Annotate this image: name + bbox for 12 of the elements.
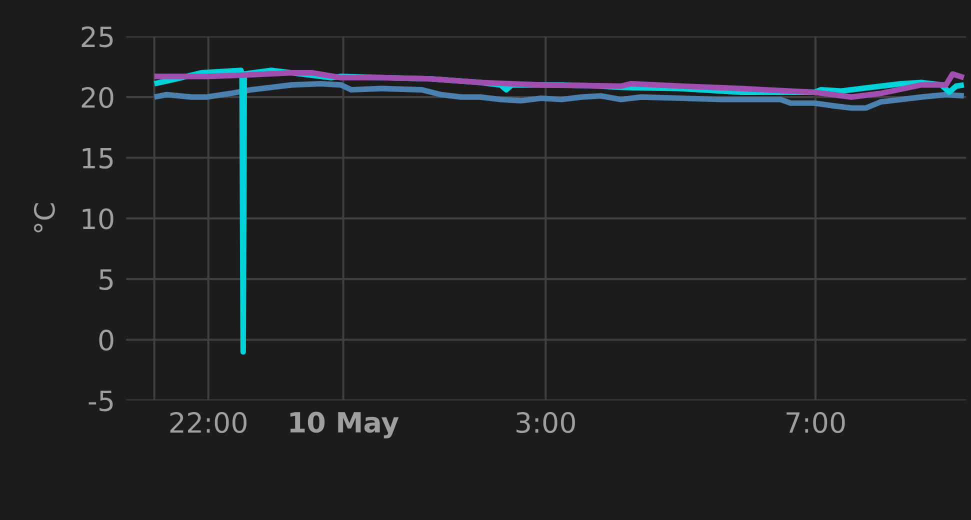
y-tick-label: 25 xyxy=(82,26,113,48)
y-tick-label: 20 xyxy=(82,87,114,108)
y-tick-label: -5 xyxy=(88,390,113,412)
y-tick-label: 5 xyxy=(100,269,113,290)
x-tick-label: 22:00 xyxy=(170,412,246,434)
x-tick-label: 7:00 xyxy=(786,412,845,434)
y-tick-label: 0 xyxy=(99,330,114,351)
y-axis-title: °C xyxy=(34,203,55,232)
x-tick-label: 10 May xyxy=(290,412,399,438)
y-tick-label: 15 xyxy=(82,148,113,169)
x-tick-label: 3:00 xyxy=(516,412,575,434)
y-tick-label: 10 xyxy=(82,208,114,230)
